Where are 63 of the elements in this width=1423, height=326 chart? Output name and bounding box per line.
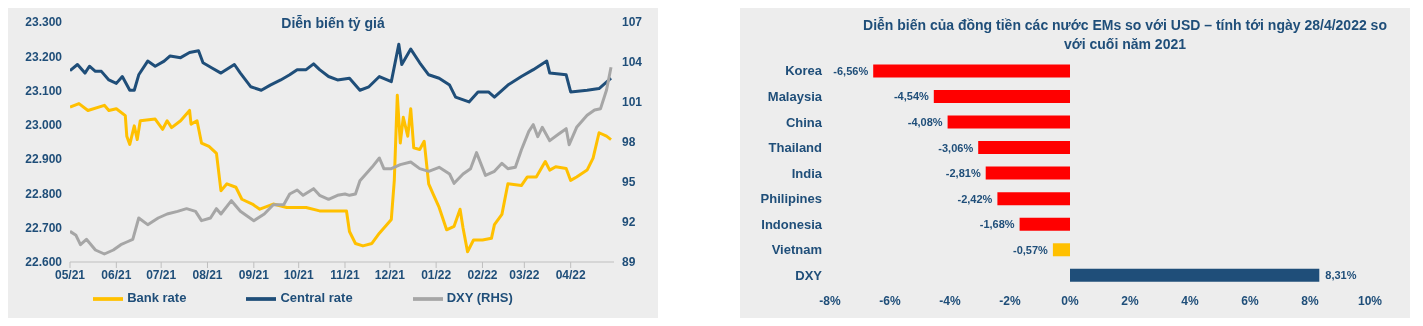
y-tick-label: India (791, 165, 823, 181)
x-tick-label: 4% (1181, 293, 1199, 308)
data-label: -2,42% (957, 192, 993, 205)
y-tick-label: Korea (785, 63, 823, 79)
chart-title: Diễn biến tỷ giá (281, 15, 385, 31)
x-tick-label: 02/22 (467, 267, 498, 282)
chart-title: Diễn biến của đồng tiền các nước EMs so với USD – tính tới ngày 28/4/2022 so với cuối năm 2021 (862, 16, 1388, 54)
x-tick-label: 05/21 (54, 267, 86, 282)
y-tick-label: 22.700 (25, 220, 63, 235)
data-label: -1,68% (979, 218, 1015, 231)
y2-tick-label: 89 (622, 255, 636, 270)
y2-tick-label: 92 (622, 215, 636, 230)
y2-tick-label: 101 (622, 95, 643, 110)
data-label: -0,57% (1013, 243, 1049, 256)
y-tick-label: 22.800 (25, 186, 63, 201)
data-label: -4,08% (907, 116, 943, 128)
x-tick-label: 2% (1121, 293, 1139, 308)
x-tick-label: -8% (819, 293, 841, 308)
y-tick-label: 22.900 (25, 152, 63, 167)
x-tick-label: 11/21 (330, 267, 360, 282)
line-series (70, 42, 613, 104)
y-tick-label: 23.200 (25, 49, 63, 64)
x-tick-label: 03/22 (509, 267, 540, 282)
x-tick-label: 0% (1061, 293, 1079, 308)
x-tick-label: 8% (1301, 293, 1319, 308)
y-tick-label: 23.100 (25, 83, 63, 98)
x-tick-label: 10/21 (283, 267, 314, 282)
y-tick-label: Thailand (768, 140, 823, 156)
line-series (70, 93, 613, 254)
y-tick-label: DXY (795, 267, 823, 283)
x-tick-label: 08/21 (192, 267, 223, 282)
y-tick-label: 23.300 (25, 15, 63, 30)
y-tick-label: Malaysia (767, 88, 823, 104)
x-tick-label: 10% (1357, 293, 1383, 308)
data-label: -2,81% (945, 167, 981, 180)
legend-label: Bank rate (127, 290, 187, 306)
x-tick-label: 07/21 (146, 267, 177, 282)
data-label: -6,56% (833, 64, 869, 77)
x-tick-label: -4% (939, 293, 961, 308)
x-tick-label: 06/21 (101, 267, 132, 282)
line-series (70, 65, 613, 256)
y2-tick-label: 95 (622, 175, 636, 190)
y2-tick-label: 98 (622, 135, 636, 150)
y-tick-label: 22.600 (25, 255, 63, 270)
legend-label: DXY (RHS) (446, 290, 513, 306)
x-tick-label: 6% (1241, 293, 1259, 308)
y2-tick-label: 107 (622, 15, 643, 30)
x-tick-label: 09/21 (238, 267, 270, 282)
x-tick-label: 01/22 (421, 267, 452, 282)
y-tick-label: Indonesia (761, 216, 823, 232)
x-tick-label: 04/22 (555, 267, 586, 282)
y2-tick-label: 104 (622, 55, 643, 70)
legend-label: Central rate (280, 290, 353, 306)
x-tick-label: 12/21 (374, 267, 406, 282)
data-label: -4,54% (893, 90, 930, 103)
x-tick-label: -2% (999, 293, 1021, 308)
y-tick-label: Philipines (760, 191, 822, 207)
x-tick-label: -6% (879, 293, 901, 308)
y-tick-label: China (785, 114, 823, 130)
data-label: 8,31% (1325, 269, 1357, 282)
data-label: -3,06% (938, 141, 974, 154)
y-tick-label: 23.000 (25, 118, 63, 133)
y-tick-label: Vietnam (771, 242, 822, 258)
